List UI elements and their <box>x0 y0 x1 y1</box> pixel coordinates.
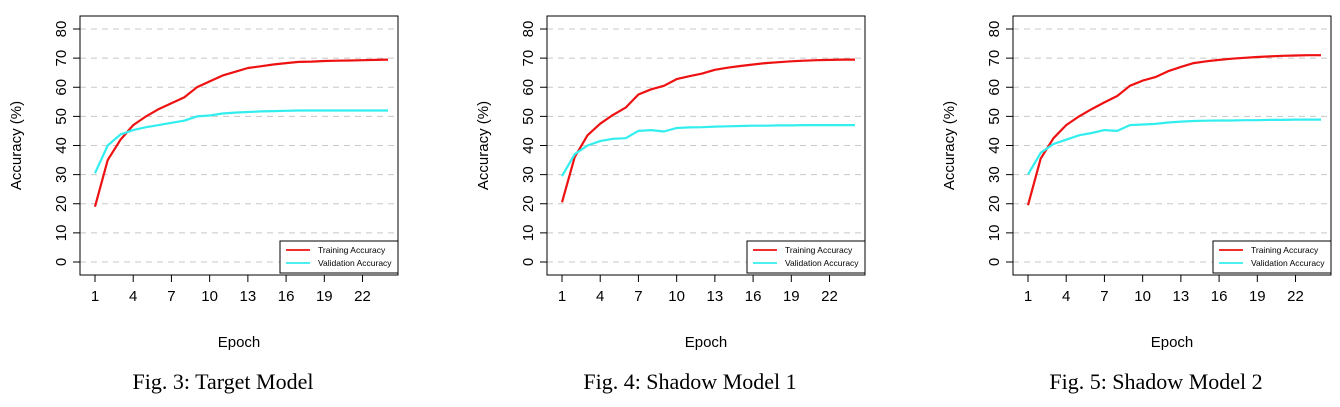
y-axis-label: Accuracy (%) <box>8 101 25 190</box>
chart-svg: 0 10 20 30 40 50 60 70 80 1 4 7 10 13 16 19 22 Epoch Accur… <box>8 15 399 351</box>
x-tick-label: 7 <box>1100 288 1108 305</box>
y-axis-label: Accuracy (%) <box>941 101 958 190</box>
x-tick-label: 10 <box>1134 288 1151 305</box>
y-tick-label: 30 <box>986 166 1003 183</box>
x-tick-label: 4 <box>129 288 137 305</box>
y-tick-label: 70 <box>520 50 537 67</box>
x-tick-label: 7 <box>634 288 642 305</box>
legend-label-training-accuracy: Training Accuracy <box>1251 245 1319 255</box>
y-tick-label: 10 <box>53 225 70 242</box>
x-tick-label: 13 <box>707 288 724 305</box>
y-tick-label: 40 <box>53 137 70 154</box>
y-tick-label: 10 <box>520 225 537 242</box>
y-tick-label: 20 <box>520 195 537 212</box>
y-tick-label: 70 <box>986 50 1003 67</box>
legend-box <box>279 240 399 274</box>
y-tick-label: 80 <box>520 21 537 38</box>
x-axis-label: Epoch <box>685 334 728 351</box>
y-tick-label: 40 <box>520 137 537 154</box>
y-tick-label: 20 <box>986 195 1003 212</box>
legend-box <box>746 240 866 274</box>
legend-box <box>1212 240 1332 274</box>
legend: Training Accuracy Validation Accuracy <box>746 240 866 274</box>
legend-label-training-accuracy: Training Accuracy <box>785 245 853 255</box>
x-tick-label: 19 <box>1249 288 1266 305</box>
x-tick-label: 13 <box>240 288 257 305</box>
y-tick-label: 70 <box>53 50 70 67</box>
x-tick-label: 22 <box>821 288 838 305</box>
x-tick-label: 10 <box>668 288 685 305</box>
x-tick-label: 16 <box>1211 288 1228 305</box>
x-tick-label: 13 <box>1173 288 1190 305</box>
y-tick-label: 50 <box>520 108 537 125</box>
x-tick-label: 16 <box>278 288 295 305</box>
series-line-training-accuracy <box>93 58 389 207</box>
x-tick-label: 22 <box>1287 288 1304 305</box>
series-line-validation-accuracy <box>94 109 388 174</box>
series-line-training-accuracy <box>560 58 855 203</box>
x-tick-label: 4 <box>596 288 604 305</box>
legend-label-training-accuracy: Training Accuracy <box>318 245 386 255</box>
y-tick-label: 10 <box>986 225 1003 242</box>
x-tick-label: 19 <box>783 288 800 305</box>
legend: Training Accuracy Validation Accuracy <box>1212 240 1332 274</box>
x-axis-label: Epoch <box>1151 334 1194 351</box>
x-tick-label: 10 <box>201 288 218 305</box>
y-tick-label: 50 <box>986 108 1003 125</box>
figure-caption: Fig. 4: Shadow Model 1 <box>583 369 797 394</box>
y-tick-label: 60 <box>986 79 1003 96</box>
y-axis-label: Accuracy (%) <box>475 101 492 190</box>
chart-panel-shadow-model-1: 0 10 20 30 40 50 60 70 80 1 4 7 10 13 16 19 22 Epoch Accur… <box>467 0 913 407</box>
series-line-validation-accuracy <box>561 123 855 177</box>
x-tick-label: 22 <box>354 288 371 305</box>
x-axis-label: Epoch <box>218 334 261 351</box>
x-tick-label: 4 <box>1062 288 1070 305</box>
x-tick-label: 1 <box>558 288 566 305</box>
y-tick-label: 30 <box>520 166 537 183</box>
x-tick-label: 16 <box>745 288 762 305</box>
y-tick-label: 30 <box>53 166 70 183</box>
y-tick-label: 60 <box>53 79 70 96</box>
x-tick-label: 7 <box>167 288 175 305</box>
y-tick-label: 20 <box>53 195 70 212</box>
chart-svg: 0 10 20 30 40 50 60 70 80 1 4 7 10 13 16 19 22 Epoch Accur… <box>941 15 1332 351</box>
chart-panel-target-model: 0 10 20 30 40 50 60 70 80 1 4 7 10 13 16 19 22 Epoch Accur… <box>0 0 446 407</box>
x-tick-label: 1 <box>91 288 99 305</box>
y-tick-label: 80 <box>986 21 1003 38</box>
figure-caption: Fig. 3: Target Model <box>132 369 314 394</box>
chart-svg: 0 10 20 30 40 50 60 70 80 1 4 7 10 13 16 19 22 Epoch Accur… <box>475 15 866 351</box>
legend: Training Accuracy Validation Accuracy <box>279 240 399 274</box>
legend-label-validation-accuracy: Validation Accuracy <box>318 258 392 268</box>
y-tick-label: 0 <box>986 258 1003 266</box>
y-tick-label: 60 <box>520 79 537 96</box>
series-line-validation-accuracy <box>1027 118 1321 176</box>
x-tick-label: 1 <box>1024 288 1032 305</box>
x-tick-label: 19 <box>316 288 333 305</box>
y-tick-label: 80 <box>53 21 70 38</box>
y-tick-label: 40 <box>986 137 1003 154</box>
chart-panel-shadow-model-2: 0 10 20 30 40 50 60 70 80 1 4 7 10 13 16 19 22 Epoch Accur… <box>933 0 1340 407</box>
y-tick-label: 0 <box>53 258 70 266</box>
legend-label-validation-accuracy: Validation Accuracy <box>785 258 859 268</box>
series-line-training-accuracy <box>1026 54 1321 206</box>
y-tick-label: 0 <box>520 258 537 266</box>
legend-label-validation-accuracy: Validation Accuracy <box>1251 258 1325 268</box>
y-tick-label: 50 <box>53 108 70 125</box>
figure-caption: Fig. 5: Shadow Model 2 <box>1049 369 1263 394</box>
